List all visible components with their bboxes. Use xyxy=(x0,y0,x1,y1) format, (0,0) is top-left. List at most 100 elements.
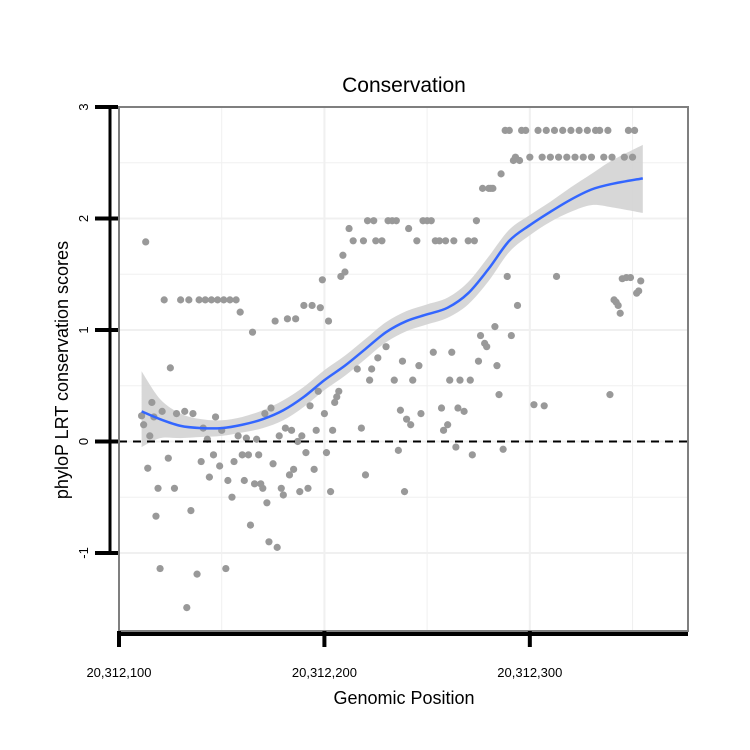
data-point xyxy=(417,410,425,418)
data-point xyxy=(442,237,450,245)
data-point xyxy=(505,126,513,135)
data-point xyxy=(232,296,240,304)
data-point xyxy=(234,432,242,440)
data-point xyxy=(259,484,267,492)
data-point xyxy=(261,410,269,418)
data-point xyxy=(154,484,162,492)
data-point xyxy=(220,296,228,304)
data-point xyxy=(353,365,361,373)
data-point xyxy=(308,301,316,310)
data-point xyxy=(452,443,460,451)
data-point xyxy=(635,287,643,295)
data-point xyxy=(402,415,411,423)
data-point xyxy=(363,217,372,225)
panel-border xyxy=(118,106,689,632)
data-point xyxy=(540,402,548,410)
data-point xyxy=(279,491,287,499)
x-tick-label: 20,312,200 xyxy=(292,665,357,680)
data-point xyxy=(474,357,483,365)
data-point xyxy=(450,237,458,245)
data-point xyxy=(285,471,294,479)
data-point xyxy=(160,296,168,304)
data-point xyxy=(255,451,263,459)
data-point xyxy=(571,153,579,161)
data-point xyxy=(394,446,402,454)
data-point xyxy=(181,407,189,415)
data-point xyxy=(246,521,255,529)
data-point xyxy=(624,126,633,135)
smooth-fit-line xyxy=(141,177,644,430)
data-point xyxy=(189,410,197,418)
data-point xyxy=(468,451,476,459)
data-point xyxy=(283,315,292,323)
data-point xyxy=(281,424,289,432)
x-axis-label: Genomic Position xyxy=(333,688,474,708)
data-point xyxy=(534,126,542,135)
data-point xyxy=(312,426,320,434)
data-point xyxy=(158,407,166,415)
data-point xyxy=(253,435,261,443)
data-point xyxy=(226,296,234,304)
data-point xyxy=(466,376,474,384)
data-point xyxy=(374,354,382,362)
data-point xyxy=(357,424,365,432)
data-point xyxy=(608,153,616,161)
data-point xyxy=(413,237,421,245)
data-point xyxy=(238,451,246,459)
data-point xyxy=(267,404,275,412)
data-point xyxy=(563,153,571,161)
data-point xyxy=(491,323,499,331)
data-point xyxy=(552,272,561,281)
data-point xyxy=(626,273,635,282)
data-point xyxy=(164,454,172,462)
data-point xyxy=(345,224,353,233)
data-point xyxy=(596,126,604,135)
data-point xyxy=(448,348,456,356)
data-point xyxy=(368,365,376,373)
data-point xyxy=(604,126,612,135)
data-point xyxy=(271,317,279,325)
data-point xyxy=(172,410,181,418)
data-point xyxy=(214,296,222,304)
data-point xyxy=(170,484,179,492)
data-point xyxy=(302,449,310,457)
data-point xyxy=(515,156,524,165)
data-point xyxy=(470,237,478,245)
data-point xyxy=(554,153,563,161)
data-point xyxy=(265,538,273,546)
scatter-points xyxy=(138,126,645,612)
data-point xyxy=(637,277,645,285)
data-point xyxy=(306,402,314,410)
data-point xyxy=(489,184,497,192)
data-point xyxy=(620,153,628,161)
data-point xyxy=(382,343,390,351)
y-tick-label: 0 xyxy=(76,438,91,445)
data-point xyxy=(427,217,435,225)
data-point xyxy=(294,437,302,446)
data-point xyxy=(398,357,407,365)
data-point xyxy=(503,272,511,281)
data-point xyxy=(205,473,213,481)
data-point xyxy=(390,376,398,384)
data-point xyxy=(460,407,468,415)
data-point xyxy=(499,445,507,453)
confidence-band xyxy=(141,144,643,448)
data-point xyxy=(287,426,296,434)
data-point xyxy=(507,331,515,340)
data-point xyxy=(415,362,423,370)
data-point xyxy=(435,237,444,245)
data-point xyxy=(497,170,505,178)
data-point xyxy=(187,506,195,515)
data-point xyxy=(341,268,349,276)
data-point xyxy=(146,432,154,440)
data-point xyxy=(359,237,368,245)
data-point xyxy=(472,217,481,225)
data-point xyxy=(230,457,238,466)
data-point xyxy=(197,457,205,466)
grid-lines xyxy=(119,107,688,631)
data-point xyxy=(240,476,248,485)
data-point xyxy=(493,362,501,370)
data-point xyxy=(138,412,146,420)
data-point xyxy=(250,480,259,488)
